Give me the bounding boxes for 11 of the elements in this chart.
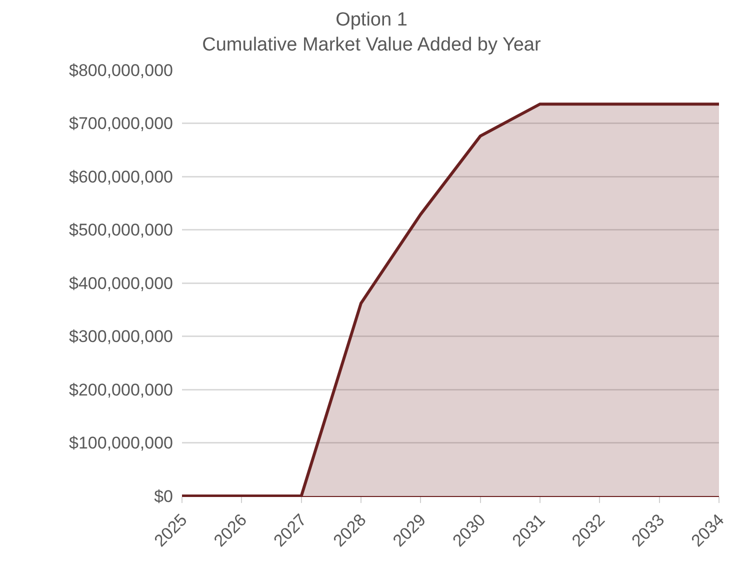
chart-title: Option 1 [336, 10, 408, 31]
y-tick-label: $100,000,000 [69, 434, 173, 453]
y-tick-label: $0 [154, 486, 173, 506]
y-tick-label: $200,000,000 [69, 380, 173, 400]
y-tick-label: $400,000,000 [69, 274, 173, 293]
y-tick-label: $800,000,000 [69, 60, 173, 80]
y-tick-label: $700,000,000 [69, 114, 173, 134]
y-tick-label: $300,000,000 [69, 327, 173, 346]
chart-subtitle: Cumulative Market Value Added by Year [202, 34, 542, 56]
y-tick-label: $500,000,000 [69, 220, 173, 240]
y-tick-label: $600,000,000 [69, 167, 173, 186]
